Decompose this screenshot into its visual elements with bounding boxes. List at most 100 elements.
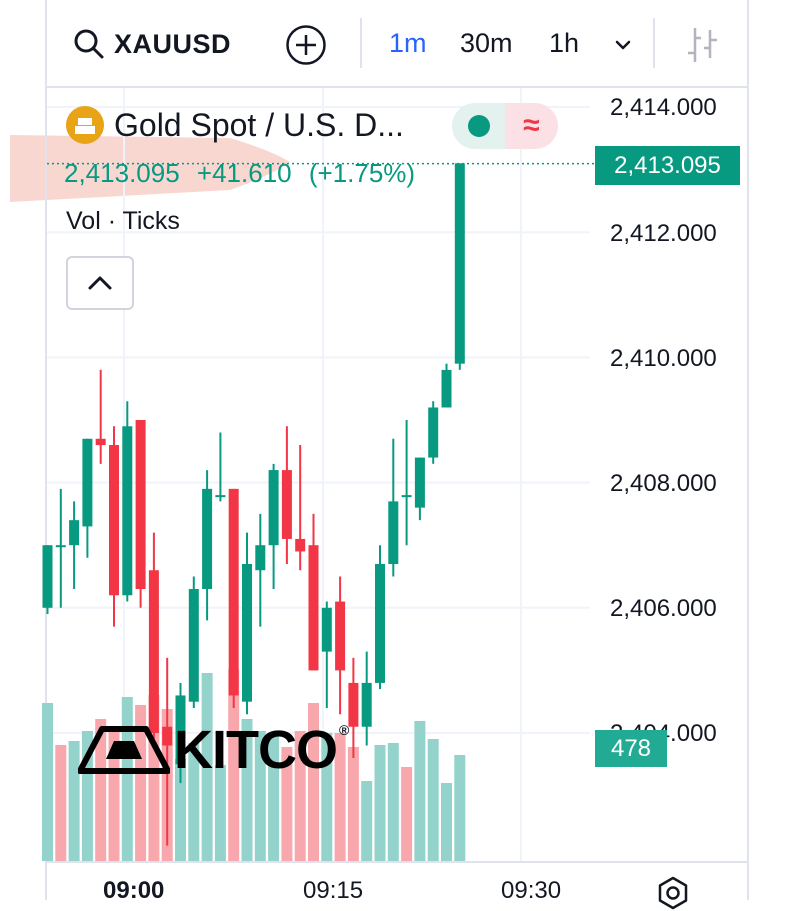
timeframe-1h[interactable]: 1h (549, 28, 580, 58)
volume-bar (268, 733, 280, 861)
volume-value-tag: 478 (595, 730, 667, 767)
candle-body (454, 163, 465, 364)
symbol-search-button[interactable]: XAUUSD (72, 26, 231, 62)
last-price-tag: 2,413.095 (595, 146, 740, 185)
kitco-brand: KITCO (174, 720, 338, 780)
volume-bar (347, 747, 359, 861)
candle-body (215, 495, 226, 498)
timeframe-1m[interactable]: 1m (389, 28, 427, 58)
candle-body (55, 545, 66, 548)
volume-bar (308, 703, 319, 861)
legend-last-price: 2,413.095 (64, 158, 180, 188)
candle-body (188, 589, 199, 702)
candle-body (295, 538, 306, 552)
price-axis-label: 2,410.000 (610, 345, 717, 372)
delayed-data-icon: ≈ (505, 103, 558, 149)
volume-bar (427, 739, 439, 861)
volume-bar (148, 695, 160, 861)
search-icon (74, 29, 104, 59)
volume-bar (135, 705, 147, 861)
volume-bar (454, 755, 466, 861)
candle-body (175, 695, 186, 765)
compare-add-icon[interactable] (285, 24, 327, 66)
highlight-swoosh (10, 135, 290, 202)
market-open-indicator (452, 103, 505, 149)
volume-bar (334, 733, 346, 861)
candle-body (281, 470, 292, 539)
legend-change: +41.610 (196, 158, 292, 188)
candle-body (335, 601, 346, 671)
volume-bar (228, 669, 240, 861)
gold-bar-logo-icon (78, 726, 170, 774)
registered-mark: ® (339, 722, 350, 738)
candle-body (375, 563, 385, 683)
price-axis-label: 2,412.000 (610, 220, 717, 247)
volume-bar (95, 719, 107, 861)
legend-change-percent: (+1.75%) (308, 158, 416, 188)
candle-body (148, 570, 159, 733)
volume-bar (401, 767, 413, 861)
candle-body (321, 607, 332, 652)
toolbar-divider (360, 18, 362, 68)
volume-bar (281, 747, 293, 861)
volume-bar (55, 745, 67, 861)
candle-body (268, 470, 279, 546)
settings-gear-icon[interactable] (655, 875, 691, 911)
candle-body (348, 682, 359, 727)
toolbar-divider (653, 18, 655, 68)
candle-body (82, 438, 93, 527)
volume-bar (121, 697, 133, 861)
price-axis-label: 2,406.000 (610, 595, 717, 622)
time-axis-label: 09:30 (501, 877, 562, 904)
candle-body (135, 420, 146, 590)
chevron-up-icon (88, 276, 112, 290)
volume-bar (361, 781, 373, 861)
candle-body (441, 369, 452, 408)
volume-bar (175, 759, 186, 861)
candle-body (95, 438, 106, 446)
volume-bar (374, 745, 386, 861)
volume-bar (81, 731, 93, 861)
candle-body (308, 545, 319, 671)
chart-toolbar: XAUUSD 1m 30m 1h (47, 0, 747, 88)
candle-body (69, 520, 80, 546)
volume-bar (441, 783, 452, 861)
candle-body (122, 426, 133, 596)
time-axis-label: 09:15 (303, 877, 364, 904)
volume-indicator-legend[interactable]: Vol · Ticks (66, 207, 180, 235)
time-axis-label: 09:00 (103, 877, 165, 904)
volume-bar (201, 673, 213, 861)
candle-body (109, 445, 119, 596)
volume-bar (387, 743, 399, 861)
candle-body (202, 488, 213, 590)
price-axis-label: 2,414.000 (610, 94, 717, 121)
price-axis-label: 2,408.000 (610, 470, 717, 497)
volume-bar (188, 743, 200, 861)
green-dot-icon (467, 115, 490, 137)
legend-title: Gold Spot / U.S. D... (114, 106, 404, 143)
candle-body (228, 488, 239, 696)
volume-bar (321, 733, 333, 861)
gold-symbol-icon (66, 106, 104, 144)
candle-style-icon[interactable] (685, 26, 721, 64)
candle-body (428, 407, 439, 458)
candle-body (42, 545, 53, 608)
collapse-legend-button[interactable] (66, 256, 134, 310)
candle-body (388, 501, 399, 564)
chart-frame (45, 0, 749, 900)
timeframe-30m[interactable]: 30m (460, 28, 513, 58)
candle-body (242, 563, 252, 702)
candle-body (361, 682, 372, 727)
volume-bar (254, 731, 266, 861)
chevron-down-icon[interactable] (612, 34, 634, 56)
market-status-pill[interactable]: ≈ (452, 103, 558, 149)
candle-body (255, 545, 266, 571)
symbol-legend[interactable]: Gold Spot / U.S. D... (66, 106, 404, 144)
candle-body (414, 457, 425, 508)
volume-bar (214, 765, 226, 861)
volume-bar (108, 731, 120, 861)
kitco-watermark: KITCO ® (78, 720, 349, 780)
legend-values: 2,413.095 +41.610 (+1.75%) (64, 158, 425, 189)
symbol-name: XAUUSD (114, 28, 232, 59)
